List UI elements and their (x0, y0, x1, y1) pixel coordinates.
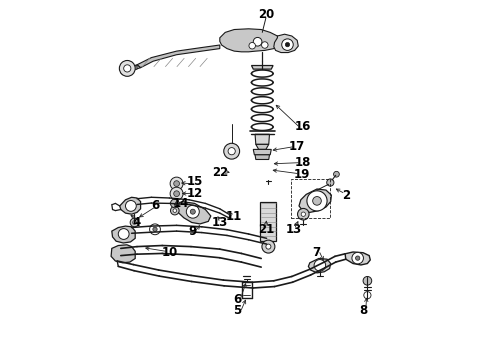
Circle shape (170, 187, 183, 200)
Text: 18: 18 (294, 156, 311, 169)
Polygon shape (137, 45, 220, 68)
Text: 21: 21 (258, 223, 274, 236)
Text: 14: 14 (173, 197, 189, 210)
Polygon shape (112, 226, 135, 243)
Circle shape (174, 181, 179, 186)
Polygon shape (251, 66, 273, 69)
Text: 16: 16 (294, 120, 311, 132)
Polygon shape (121, 66, 137, 75)
Text: 15: 15 (186, 175, 203, 188)
Polygon shape (255, 134, 270, 144)
Text: 12: 12 (187, 187, 203, 200)
Text: 20: 20 (258, 8, 274, 21)
Polygon shape (255, 155, 270, 159)
Text: 6: 6 (151, 199, 160, 212)
Circle shape (170, 177, 183, 190)
Polygon shape (345, 252, 370, 265)
Circle shape (190, 209, 196, 214)
Circle shape (266, 244, 271, 249)
Circle shape (171, 206, 179, 215)
Text: 17: 17 (289, 140, 305, 153)
Polygon shape (274, 34, 298, 53)
Text: 1: 1 (286, 223, 294, 236)
Circle shape (307, 191, 327, 211)
Circle shape (282, 39, 293, 50)
Text: 9: 9 (189, 225, 197, 238)
Circle shape (363, 276, 372, 285)
Circle shape (130, 218, 139, 227)
Circle shape (153, 227, 157, 231)
Circle shape (149, 224, 160, 235)
Polygon shape (176, 202, 211, 224)
Circle shape (186, 205, 199, 218)
Circle shape (118, 229, 129, 239)
Polygon shape (220, 29, 281, 52)
Text: 6: 6 (233, 293, 241, 306)
Circle shape (262, 42, 268, 48)
Circle shape (327, 179, 334, 186)
Polygon shape (256, 144, 269, 149)
Circle shape (133, 221, 136, 224)
Circle shape (334, 171, 339, 177)
Circle shape (297, 208, 309, 220)
Bar (291, 179, 330, 218)
Circle shape (249, 42, 255, 49)
Text: 4: 4 (132, 216, 141, 229)
Circle shape (314, 260, 326, 271)
Polygon shape (299, 189, 331, 212)
Polygon shape (253, 149, 271, 155)
Circle shape (120, 60, 135, 76)
Circle shape (364, 292, 371, 299)
Circle shape (352, 252, 364, 264)
Text: 13: 13 (212, 216, 228, 229)
Circle shape (253, 37, 262, 46)
Polygon shape (308, 258, 331, 273)
Circle shape (262, 240, 275, 253)
Circle shape (228, 148, 235, 155)
Polygon shape (261, 202, 276, 241)
Text: 2: 2 (343, 189, 350, 202)
Text: 8: 8 (360, 304, 368, 317)
Polygon shape (122, 65, 141, 72)
Text: 10: 10 (162, 246, 178, 259)
Polygon shape (111, 245, 135, 263)
Circle shape (174, 191, 179, 197)
Circle shape (301, 212, 305, 216)
Circle shape (356, 256, 360, 260)
Text: 11: 11 (226, 210, 243, 223)
Text: 5: 5 (233, 304, 241, 317)
Circle shape (224, 143, 240, 159)
Text: 3: 3 (293, 223, 300, 236)
Text: 22: 22 (212, 166, 229, 179)
Circle shape (123, 65, 131, 72)
Circle shape (171, 199, 179, 208)
Circle shape (313, 197, 321, 205)
Circle shape (285, 42, 290, 47)
Circle shape (125, 201, 136, 211)
Polygon shape (120, 197, 141, 214)
Text: 7: 7 (312, 246, 320, 259)
Circle shape (173, 209, 176, 212)
Text: 19: 19 (294, 168, 310, 181)
